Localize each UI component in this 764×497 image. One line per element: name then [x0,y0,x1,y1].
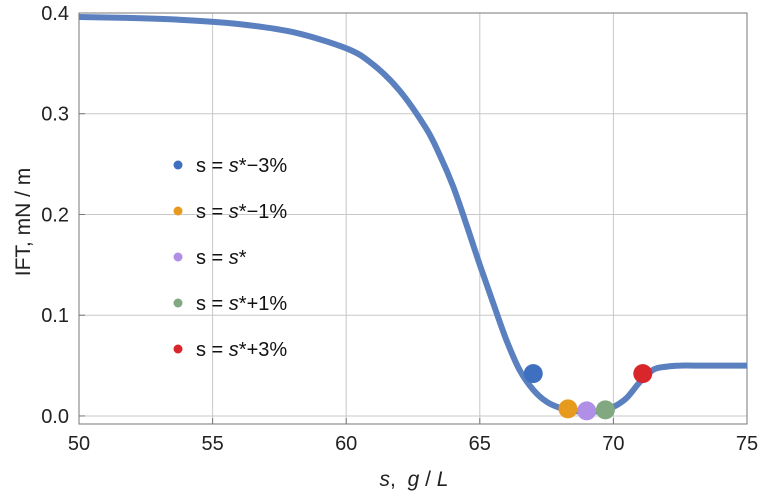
curve-layer [79,14,747,415]
grid [79,12,747,424]
x-tick-label: 50 [68,433,90,455]
data-point-4 [595,400,615,420]
y-tick-label: 0.3 [41,104,69,126]
data-point-1 [523,364,543,384]
legend-marker [173,160,183,170]
y-tick-label: 0.4 [41,3,69,25]
legend-entry: s = s*+1% [196,293,287,315]
legend-marker [173,252,183,262]
ift-curve [79,14,747,415]
y-tick-label: 0.1 [41,305,69,327]
x-axis-label: s, g / L [380,468,449,491]
x-tick-label: 70 [602,433,624,455]
data-point-5 [633,364,653,384]
legend-marker [173,298,183,308]
legend-marker [173,344,183,354]
x-axis-label-unit-sep: / [419,468,437,491]
point-layer [523,364,653,421]
x-tick-label: 65 [469,433,491,455]
y-tick-label: 0.2 [41,204,69,226]
data-point-2 [558,399,578,419]
data-point-3 [577,401,597,421]
legend-entry: s = s*−1% [196,201,287,223]
legend-entry: s = s* [196,247,247,269]
x-axis-label-var: s [380,468,391,491]
x-axis-label-unit-num: g [408,468,420,491]
legend-entry: s = s*+3% [196,339,287,361]
y-axis-label: IFT, mN / m [12,168,35,277]
ticks: 50 55 60 65 70 75 0.0 0.1 0.2 0.3 0.4 [41,3,758,455]
x-tick-label: 60 [335,433,357,455]
x-axis-label-unit-den: L [437,468,449,491]
y-tick-label: 0.0 [41,406,69,428]
legend: s = s*−3% s = s*−1% s = s* s = s*+1% s = s*+… [173,155,287,361]
plot-frame [78,12,748,425]
legend-marker [173,206,183,216]
x-tick-label: 75 [736,433,758,455]
x-axis-label-sep: , [390,468,408,491]
legend-entry: s = s*−3% [196,155,287,177]
x-tick-label: 55 [201,433,223,455]
